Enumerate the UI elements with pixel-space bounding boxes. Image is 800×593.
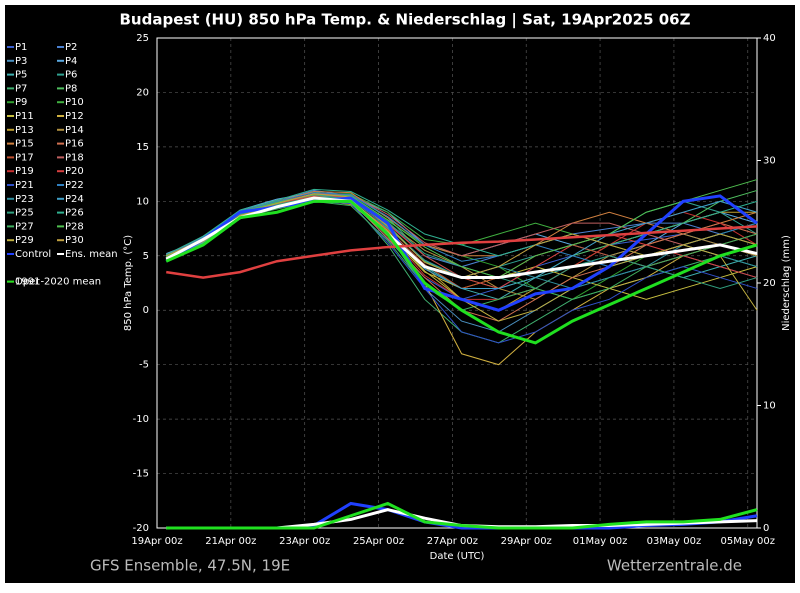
y-tick-label: 25 <box>136 33 149 44</box>
legend-label: P11 <box>15 111 34 122</box>
series-line <box>165 196 758 280</box>
source-right: Wetterzentrale.de <box>607 557 742 575</box>
x-tick-label: 05May 00z <box>720 536 775 547</box>
series-line <box>166 188 758 257</box>
y-tick-label: -5 <box>139 360 149 371</box>
legend-label: P28 <box>65 221 84 232</box>
y-tick-label: 0 <box>143 305 149 316</box>
legend-label: P5 <box>15 70 27 81</box>
y-tick-label: 20 <box>136 87 149 98</box>
y2-tick-label: 40 <box>763 33 776 44</box>
legend-label: P13 <box>15 125 34 136</box>
legend-label: P30 <box>65 235 84 246</box>
y-tick-label: -20 <box>133 523 149 534</box>
y2-tick-label: 30 <box>763 156 776 167</box>
series-line <box>166 225 758 279</box>
legend-label: P2 <box>65 42 77 53</box>
y-tick-label: 5 <box>143 251 149 262</box>
legend-label: P6 <box>65 70 77 81</box>
y2-tick-label: 0 <box>763 523 769 534</box>
legend-label: P17 <box>15 152 34 163</box>
series-line <box>166 179 758 279</box>
legend-label: P25 <box>15 208 34 219</box>
legend-label: Ens. mean <box>65 249 118 260</box>
legend-label: P9 <box>15 97 27 108</box>
x-tick-label: 25Apr 00z <box>353 536 404 547</box>
legend-label: P20 <box>65 166 84 177</box>
x-tick-label: 29Apr 00z <box>501 536 552 547</box>
y2-tick-label: 20 <box>763 278 776 289</box>
legend-label: P27 <box>15 221 34 232</box>
x-tick-label: 21Apr 00z <box>205 536 256 547</box>
legend-label: P14 <box>65 125 84 136</box>
source-left: GFS Ensemble, 47.5N, 19E <box>90 557 290 575</box>
x-tick-label: 27Apr 00z <box>427 536 478 547</box>
legend-label: P8 <box>65 83 77 94</box>
precip-line <box>166 501 758 530</box>
legend-label: P21 <box>15 180 34 191</box>
legend-label: P10 <box>65 97 84 108</box>
x-tick-label: 03May 00z <box>647 536 702 547</box>
y-tick-label: 15 <box>136 142 149 153</box>
legend-label: P15 <box>15 139 34 150</box>
y-tick-label: -10 <box>133 414 149 425</box>
series-line <box>165 194 758 312</box>
legend-label: P19 <box>15 166 34 177</box>
legend-label: P18 <box>65 152 84 163</box>
x-tick-label: 01May 00z <box>573 536 628 547</box>
legend-label: 1991-2020 mean <box>15 277 101 288</box>
chart-title: Budapest (HU) 850 hPa Temp. & Niederschl… <box>120 11 691 30</box>
legend-label: Oper <box>15 277 40 288</box>
x-tick-label: 23Apr 00z <box>279 536 330 547</box>
legend-label: P24 <box>65 194 84 205</box>
legend-label: P26 <box>65 208 84 219</box>
legend-label: P1 <box>15 42 27 53</box>
series-line <box>165 199 758 345</box>
legend-label: P23 <box>15 194 34 205</box>
legend-label: P7 <box>15 83 27 94</box>
legend-label: P3 <box>15 56 27 67</box>
y2-axis-label: Niederschlag (mm) <box>781 235 792 331</box>
legend-label: P12 <box>65 111 84 122</box>
legend-label: P29 <box>15 235 34 246</box>
y2-tick-label: 10 <box>763 401 776 412</box>
legend-label: P16 <box>65 139 84 150</box>
x-tick-label: 19Apr 00z <box>131 536 182 547</box>
legend-label: P22 <box>65 180 84 191</box>
legend-label: P4 <box>65 56 77 67</box>
legend-label: Control <box>15 249 51 260</box>
y-axis-label: 850 hPa Temp. (°C) <box>123 235 134 331</box>
x-axis-label: Date (UTC) <box>430 551 485 562</box>
y-tick-label: -15 <box>133 469 149 480</box>
y-tick-label: 10 <box>136 196 149 207</box>
